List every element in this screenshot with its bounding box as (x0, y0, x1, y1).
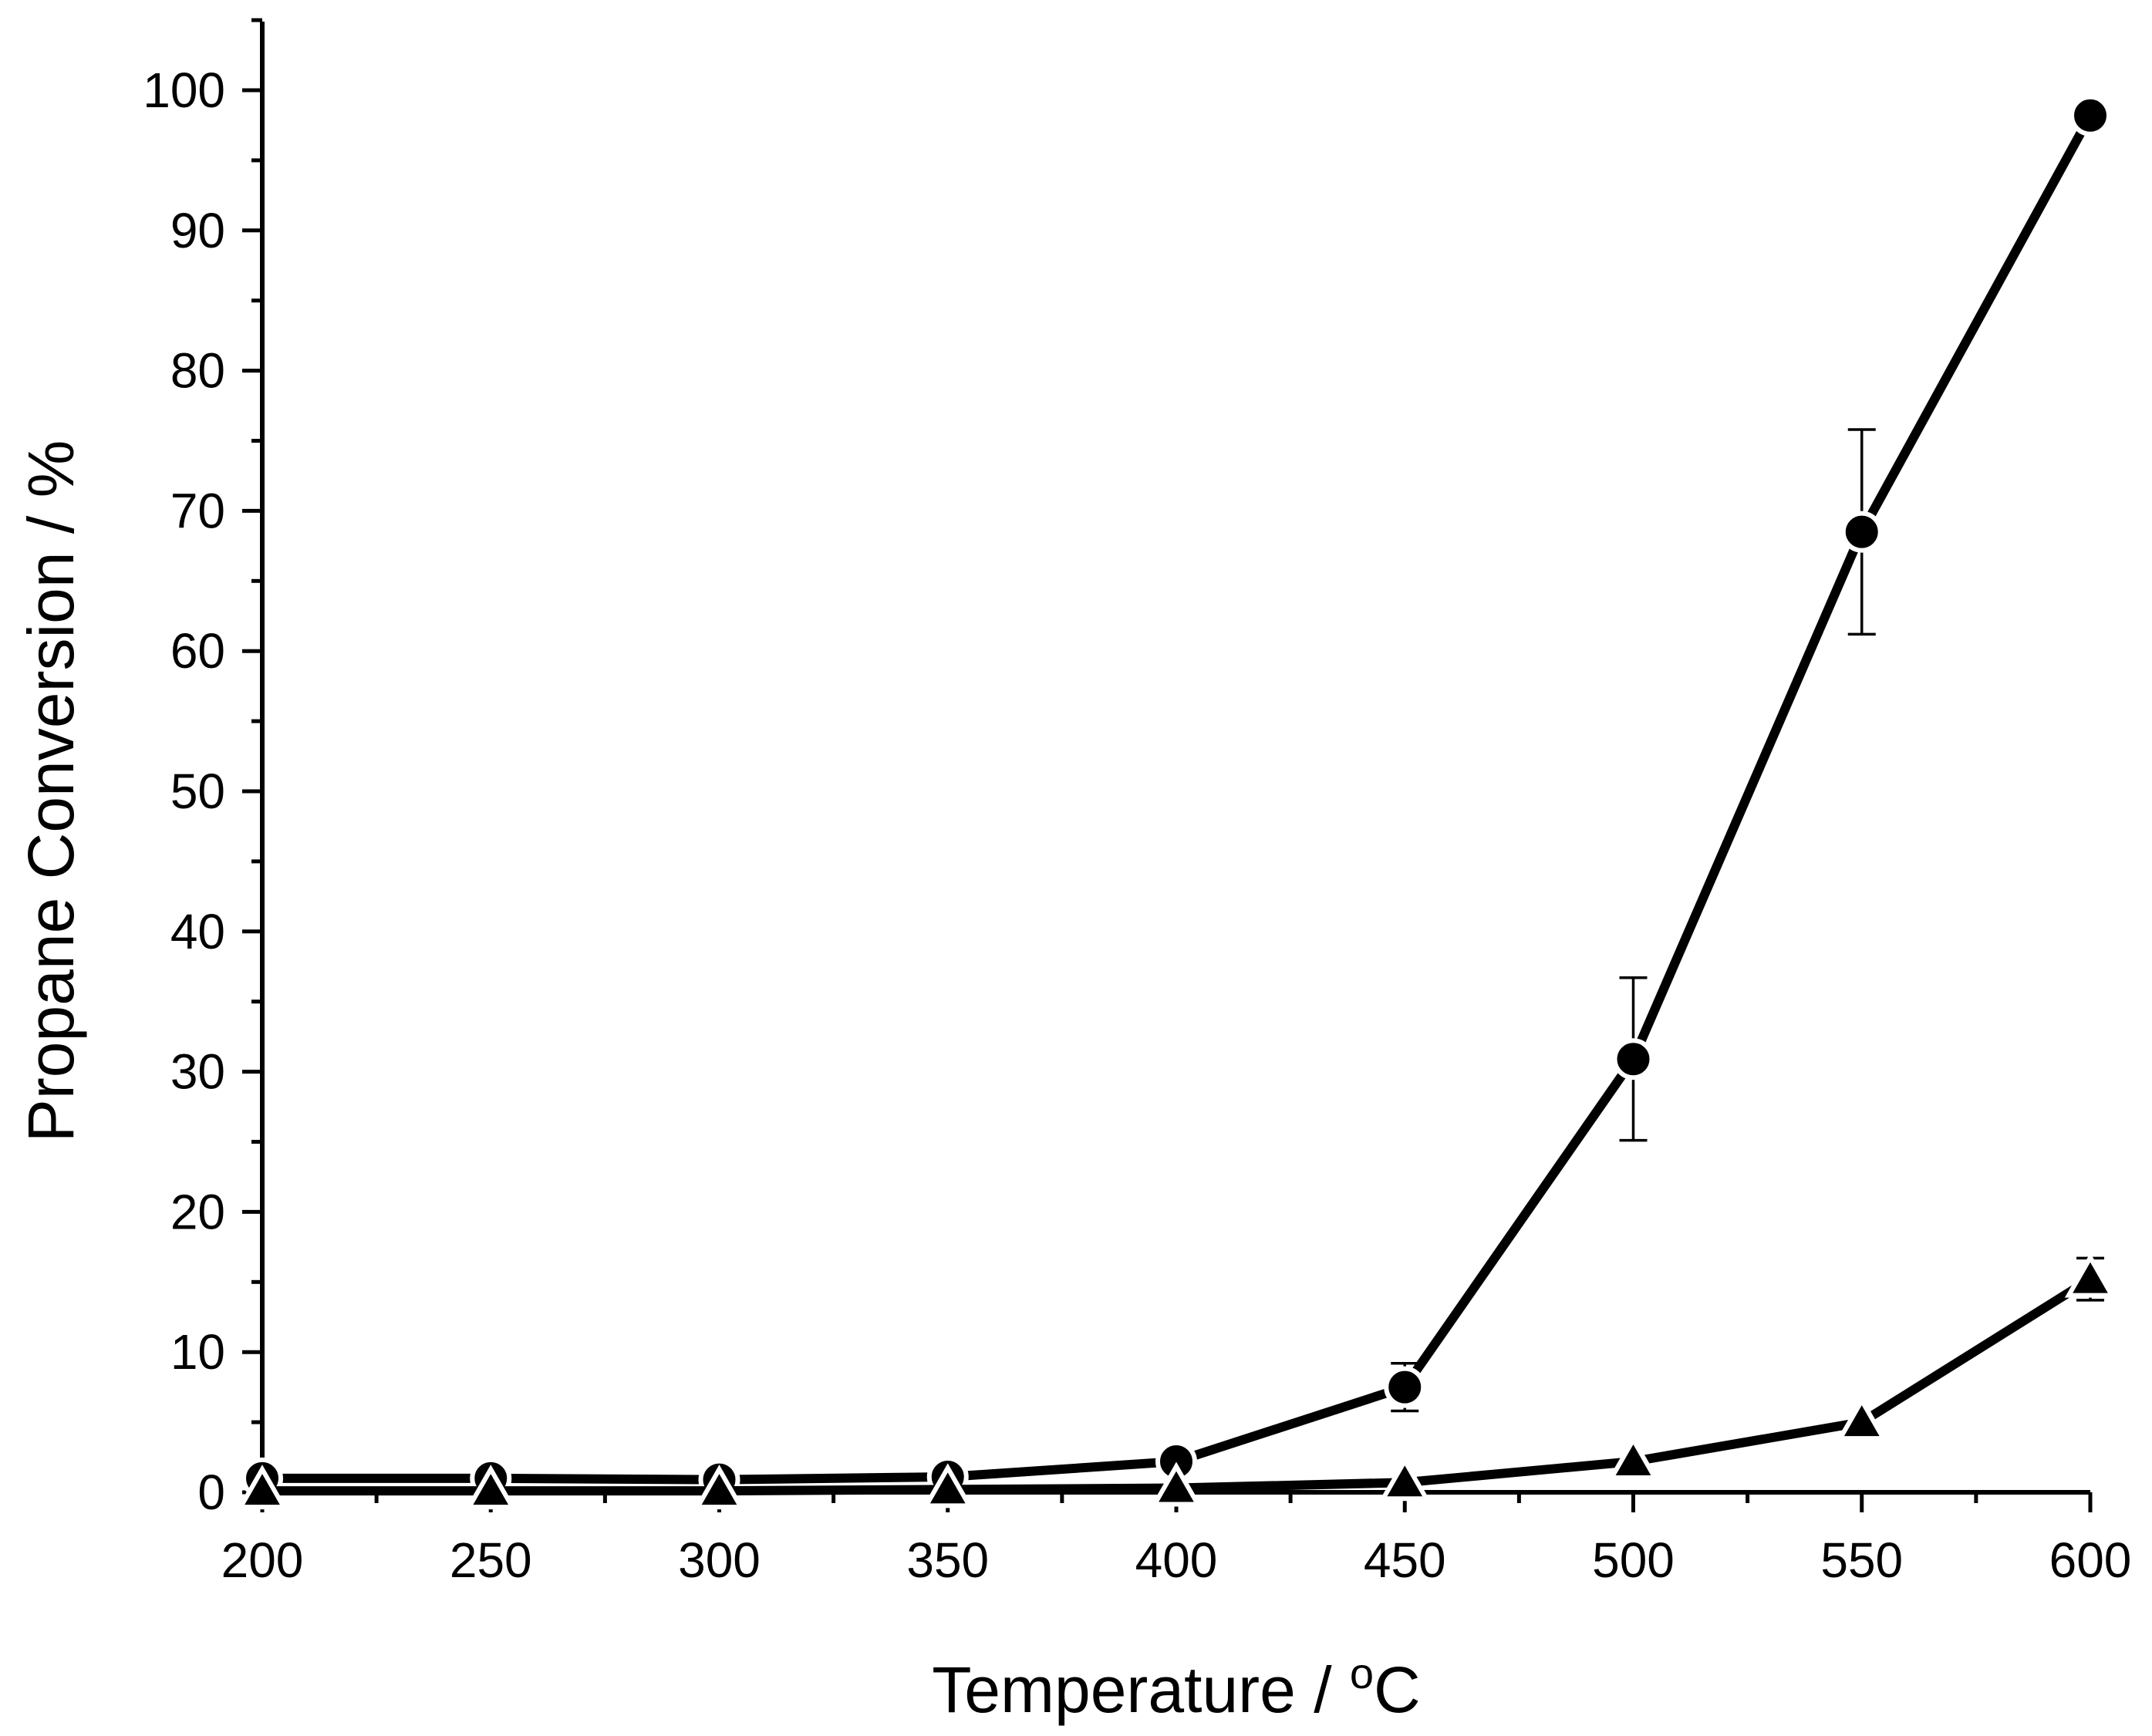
data-point-triangle (1607, 1434, 1659, 1481)
x-tick-label: 500 (1592, 1532, 1675, 1588)
series-layer (236, 94, 2117, 1510)
data-point-triangle (922, 1463, 973, 1508)
series-triangles (236, 1252, 2117, 1510)
x-axis-title-unit: C (1374, 1653, 1421, 1726)
data-point-circle (1840, 511, 1883, 553)
x-tick-label: 300 (678, 1532, 761, 1588)
x-tick-label: 450 (1364, 1532, 1446, 1588)
y-tick-label: 10 (170, 1324, 225, 1380)
x-axis-title-text: Temperature / (932, 1653, 1350, 1726)
y-tick-label: 80 (170, 343, 225, 399)
data-point-triangle (693, 1465, 745, 1510)
data-point-triangle (1150, 1461, 1202, 1507)
y-tick-label: 100 (143, 62, 225, 118)
y-tick-label: 40 (170, 904, 225, 959)
y-tick-label: 30 (170, 1044, 225, 1100)
data-point-triangle (465, 1465, 517, 1510)
data-point-circle (2069, 94, 2111, 137)
x-tick-label: 550 (1820, 1532, 1903, 1588)
x-axis-title: Temperature / oC (932, 1649, 1420, 1727)
ticks-layer (242, 18, 2093, 1512)
series-circles (241, 94, 2111, 1501)
y-axis-title: Propane Conversion / % (15, 440, 87, 1143)
tick-labels-layer: 200 250 300 350 400 450 500 550 600 0 10 20 30 40 50 60… (143, 62, 2131, 1588)
data-point-circle (1384, 1366, 1426, 1408)
y-tick-label: 50 (170, 764, 225, 819)
y-tick-label: 70 (170, 483, 225, 538)
data-point-triangle (2064, 1252, 2117, 1298)
data-point-triangle (236, 1465, 288, 1510)
y-tick-label: 60 (170, 623, 225, 679)
x-tick-label: 200 (221, 1532, 304, 1588)
x-axis-title-degree: o (1350, 1649, 1374, 1697)
series-line (262, 113, 2095, 1485)
y-tick-label: 0 (197, 1465, 225, 1520)
data-point-circle (1612, 1038, 1654, 1080)
y-tick-label: 90 (170, 203, 225, 258)
data-point-triangle (1836, 1396, 1887, 1441)
x-tick-label: 400 (1135, 1532, 1218, 1588)
x-tick-label: 600 (2049, 1532, 2132, 1588)
data-point-triangle (1379, 1456, 1431, 1502)
x-tick-label: 350 (906, 1532, 989, 1588)
y-tick-label: 20 (170, 1184, 225, 1239)
x-tick-label: 250 (450, 1532, 532, 1588)
